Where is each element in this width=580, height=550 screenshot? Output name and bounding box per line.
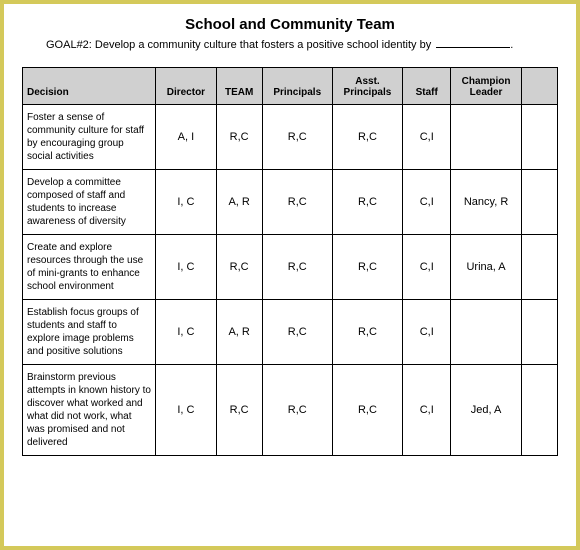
cell-champion: Nancy, R [451,170,521,235]
page-title: School and Community Team [22,16,558,33]
cell-director: I, C [156,235,217,300]
cell-decision: Establish focus groups of students and s… [23,300,156,365]
cell-blank [521,300,557,365]
raci-table: Decision Director TEAM Principals Asst. … [22,67,558,456]
cell-staff: C,I [403,105,451,170]
cell-champion [451,300,521,365]
cell-team: R,C [216,235,262,300]
cell-staff: C,I [403,170,451,235]
cell-champion [451,105,521,170]
cell-asst-principals: R,C [332,235,402,300]
cell-blank [521,235,557,300]
cell-decision: Develop a committee composed of staff an… [23,170,156,235]
cell-team: A, R [216,300,262,365]
cell-champion: Urina, A [451,235,521,300]
cell-champion: Jed, A [451,365,521,456]
goal-line: GOAL#2: Develop a community culture that… [22,39,558,51]
col-director: Director [156,68,217,105]
cell-principals: R,C [262,170,332,235]
col-staff: Staff [403,68,451,105]
cell-director: I, C [156,170,217,235]
cell-director: A, I [156,105,217,170]
cell-blank [521,365,557,456]
col-champion-leader: Champion Leader [451,68,521,105]
cell-team: A, R [216,170,262,235]
cell-staff: C,I [403,235,451,300]
table-row: Establish focus groups of students and s… [23,300,558,365]
cell-director: I, C [156,365,217,456]
col-blank [521,68,557,105]
cell-staff: C,I [403,300,451,365]
cell-blank [521,170,557,235]
goal-blank [436,47,510,48]
cell-decision: Create and explore resources through the… [23,235,156,300]
goal-text: GOAL#2: Develop a community culture that… [46,39,431,51]
cell-asst-principals: R,C [332,365,402,456]
cell-principals: R,C [262,105,332,170]
table-row: Create and explore resources through the… [23,235,558,300]
table-row: Develop a committee composed of staff an… [23,170,558,235]
cell-principals: R,C [262,300,332,365]
col-principals: Principals [262,68,332,105]
cell-director: I, C [156,300,217,365]
cell-decision: Brainstorm previous attempts in known hi… [23,365,156,456]
cell-team: R,C [216,365,262,456]
cell-asst-principals: R,C [332,300,402,365]
cell-staff: C,I [403,365,451,456]
table-row: Brainstorm previous attempts in known hi… [23,365,558,456]
cell-team: R,C [216,105,262,170]
cell-decision: Foster a sense of community culture for … [23,105,156,170]
cell-principals: R,C [262,235,332,300]
cell-blank [521,105,557,170]
goal-suffix: . [510,39,513,51]
col-team: TEAM [216,68,262,105]
col-asst-principals: Asst. Principals [332,68,402,105]
cell-principals: R,C [262,365,332,456]
cell-asst-principals: R,C [332,105,402,170]
table-row: Foster a sense of community culture for … [23,105,558,170]
col-decision: Decision [23,68,156,105]
cell-asst-principals: R,C [332,170,402,235]
table-body: Foster a sense of community culture for … [23,105,558,456]
table-header-row: Decision Director TEAM Principals Asst. … [23,68,558,105]
